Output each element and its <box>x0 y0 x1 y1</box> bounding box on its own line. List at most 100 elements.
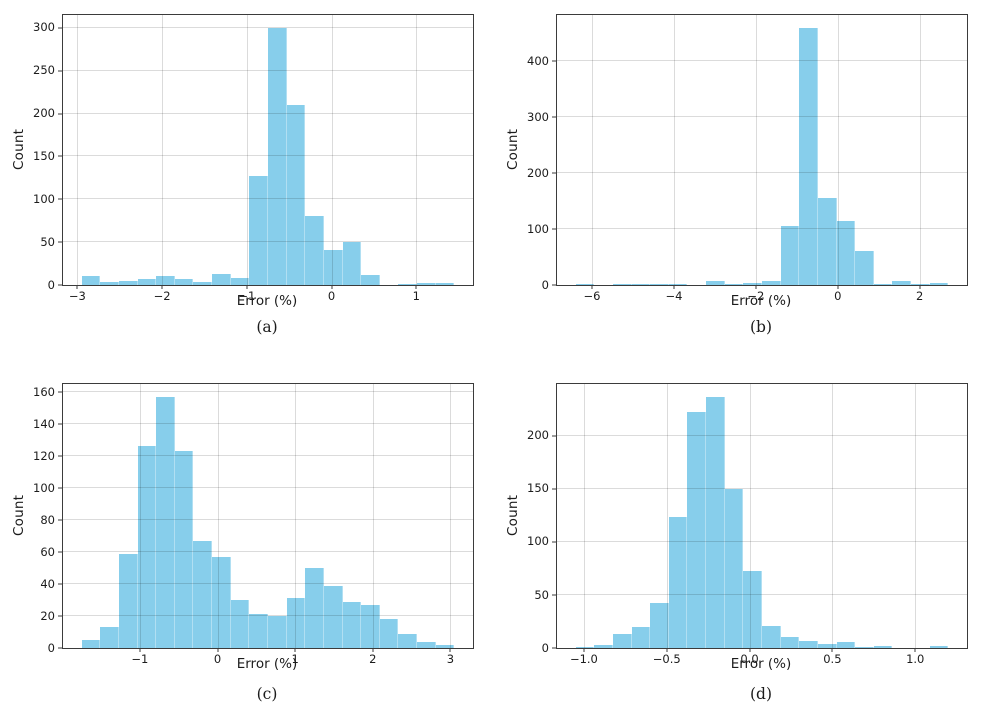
y-axis-label: Count <box>11 128 27 170</box>
y-tick-mark <box>552 647 556 649</box>
subplot-caption: (d) <box>749 685 773 703</box>
histogram-bar <box>612 634 632 648</box>
y-tick-label: 60 <box>40 544 55 559</box>
y-tick-mark <box>58 615 62 617</box>
histogram-bar <box>230 600 250 648</box>
grid-line-vertical <box>673 15 675 285</box>
histogram-bar <box>212 556 231 648</box>
histogram-bar <box>249 176 268 285</box>
plot-area-d: 0 50 100 150 200 −1.0 −0.5 0.0 0.5 1.0 <box>527 383 968 665</box>
grid-line-vertical <box>832 384 834 648</box>
x-tick-mark <box>831 648 833 652</box>
histogram-bar <box>323 585 343 648</box>
plot-clip <box>557 384 967 648</box>
y-tick-mark <box>58 284 62 286</box>
y-tick-label: 40 <box>40 576 55 591</box>
x-tick-mark <box>139 648 141 652</box>
histogram-bar <box>929 283 949 285</box>
histogram-bar <box>193 540 213 648</box>
y-tick-label: 300 <box>33 20 55 35</box>
y-tick-mark <box>552 488 556 490</box>
y-tick-mark <box>58 113 62 115</box>
y-tick-mark <box>552 172 556 174</box>
grid-line-horizontal <box>557 116 967 118</box>
y-tick-mark <box>58 27 62 29</box>
grid-line-horizontal <box>63 519 473 520</box>
histogram-bar <box>873 283 893 285</box>
x-tick-label: −2 <box>747 289 765 303</box>
y-tick-label: 20 <box>40 608 55 623</box>
grid-line-vertical <box>77 15 79 285</box>
histogram-bar <box>286 105 306 285</box>
y-tick-mark <box>552 594 556 596</box>
y-tick-label: 0 <box>47 640 55 655</box>
histogram-bar <box>668 284 688 285</box>
histogram-bar <box>780 226 800 285</box>
histogram-bar <box>817 198 837 285</box>
y-tick-label: 140 <box>33 416 55 431</box>
x-tick-label: 1 <box>291 652 299 666</box>
x-tick-mark <box>372 648 374 652</box>
x-tick-mark <box>246 285 248 289</box>
histogram-bar <box>118 280 138 285</box>
x-tick-label: −1 <box>238 289 256 303</box>
x-tick-label: −6 <box>583 289 601 303</box>
y-tick-mark <box>58 241 62 243</box>
histogram-bar <box>174 451 194 648</box>
y-tick-mark <box>58 155 62 157</box>
y-tick-label: 200 <box>527 428 549 443</box>
grid-line-vertical <box>372 384 374 648</box>
y-tick-mark <box>552 435 556 437</box>
y-tick-mark <box>552 116 556 118</box>
histogram-bar <box>575 646 595 648</box>
histogram-bar <box>724 488 744 648</box>
histogram-bar <box>762 625 781 648</box>
histogram-bar <box>743 283 762 285</box>
histogram-bar <box>892 281 912 285</box>
grid-line-vertical <box>919 15 921 285</box>
y-tick-mark <box>58 455 62 457</box>
histogram-bar <box>799 640 818 648</box>
histogram-bar <box>81 275 101 285</box>
y-tick-label: 100 <box>527 221 549 236</box>
plot-clip <box>63 384 473 648</box>
grid-line-horizontal <box>63 155 473 157</box>
y-tick-mark <box>58 423 62 425</box>
grid-line-vertical <box>666 384 668 648</box>
grid-line-vertical <box>749 384 751 648</box>
histogram-bar <box>342 242 362 285</box>
x-tick-label: 2 <box>916 289 924 303</box>
x-tick-label: 2 <box>369 652 377 666</box>
x-axis-label: Error (%) <box>730 656 792 672</box>
x-tick-label: 0 <box>213 652 222 666</box>
histogram-bar <box>379 619 399 648</box>
x-tick-mark <box>294 648 296 652</box>
histogram-bar <box>668 516 688 648</box>
y-tick-label: 150 <box>527 481 549 496</box>
grid-line-vertical <box>217 384 219 648</box>
histogram-bar <box>137 279 157 285</box>
grid-line-horizontal <box>557 60 967 62</box>
y-tick-label: 80 <box>40 512 55 527</box>
y-tick-label: 200 <box>33 105 55 120</box>
x-tick-label: −1 <box>131 652 149 666</box>
histogram-bar <box>435 283 455 285</box>
histogram-bar <box>305 568 324 648</box>
histogram-bar <box>435 644 455 648</box>
x-tick-mark <box>591 285 593 289</box>
y-tick-mark <box>58 487 62 489</box>
grid-line-vertical <box>162 15 164 285</box>
histogram-bar <box>305 215 324 285</box>
y-tick-mark <box>58 391 62 393</box>
histogram-bar <box>631 626 651 648</box>
y-tick-mark <box>58 519 62 521</box>
histogram-bar <box>836 220 856 285</box>
histogram-bar <box>817 643 837 648</box>
grid-line-vertical <box>295 384 297 648</box>
y-tick-mark <box>58 198 62 200</box>
histogram-bar <box>612 284 632 285</box>
histogram-bar <box>706 280 725 285</box>
grid-line-vertical <box>915 384 917 648</box>
y-tick-mark <box>58 583 62 585</box>
grid-line-horizontal <box>63 583 473 584</box>
